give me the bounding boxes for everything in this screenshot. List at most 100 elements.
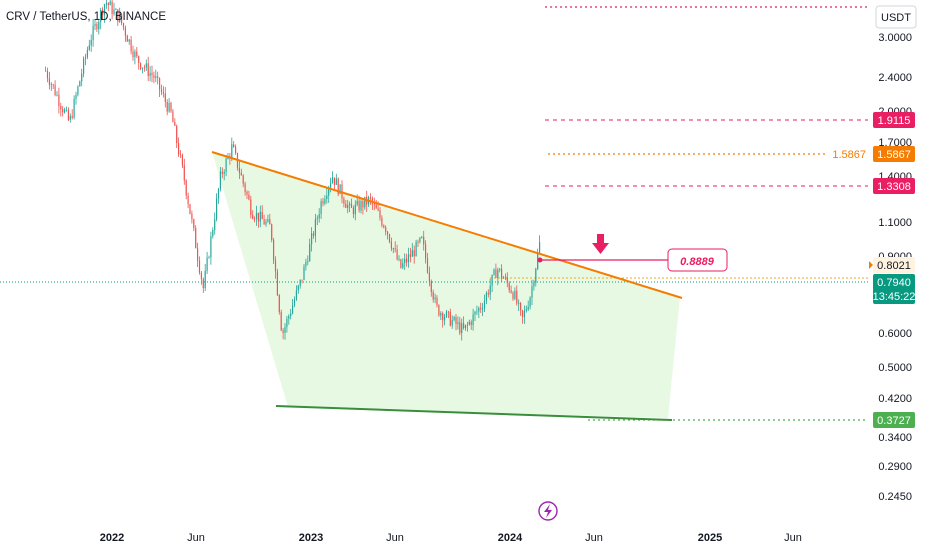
candle bbox=[60, 102, 62, 117]
time-tick-label: 2022 bbox=[100, 532, 124, 544]
candle bbox=[216, 193, 218, 222]
resistance-trendline[interactable] bbox=[211, 151, 683, 299]
candle bbox=[411, 243, 413, 257]
candle bbox=[506, 272, 508, 288]
candle bbox=[432, 289, 434, 303]
candle bbox=[179, 150, 182, 158]
candle bbox=[200, 271, 202, 285]
candle bbox=[124, 25, 126, 42]
candle bbox=[369, 193, 372, 205]
candle bbox=[100, 7, 102, 30]
candle bbox=[240, 168, 242, 176]
candle bbox=[299, 279, 301, 289]
candle bbox=[480, 302, 482, 313]
candlestick-series bbox=[45, 0, 541, 341]
candle bbox=[219, 167, 221, 192]
candle bbox=[434, 293, 436, 304]
candle bbox=[409, 247, 411, 263]
candle bbox=[482, 303, 484, 317]
price-tag-text: 0.3727 bbox=[877, 415, 911, 427]
target-label-box[interactable]: 0.8889 bbox=[667, 248, 728, 272]
candle bbox=[297, 284, 299, 294]
price-tick-label: 0.2900 bbox=[878, 461, 912, 473]
time-tick-label: Jun bbox=[386, 532, 404, 544]
candle bbox=[290, 309, 292, 320]
candle bbox=[67, 107, 69, 121]
candle bbox=[111, 0, 113, 20]
candle bbox=[331, 171, 334, 184]
support-trendline[interactable] bbox=[275, 405, 673, 421]
candle bbox=[155, 69, 157, 82]
candle bbox=[292, 299, 294, 315]
symbol-header: CRV / TetherUS, 1D, BINANCE bbox=[6, 11, 166, 23]
candle bbox=[168, 98, 170, 113]
candle bbox=[217, 187, 220, 204]
candle bbox=[212, 227, 214, 239]
candle bbox=[508, 281, 510, 293]
price-tick-label: 2.4000 bbox=[878, 72, 912, 84]
candle bbox=[322, 197, 324, 207]
candle bbox=[94, 19, 96, 31]
candle bbox=[333, 177, 335, 191]
candle bbox=[529, 296, 531, 310]
candle bbox=[483, 294, 486, 312]
candle bbox=[145, 59, 147, 71]
candle bbox=[314, 213, 316, 243]
candle bbox=[461, 318, 463, 341]
candle bbox=[69, 113, 71, 123]
candle bbox=[202, 277, 204, 293]
candle bbox=[261, 205, 263, 220]
candle bbox=[286, 316, 288, 333]
candle bbox=[250, 195, 252, 219]
candle bbox=[178, 137, 180, 157]
candle bbox=[523, 305, 525, 324]
price-axis[interactable]: USDT 3.00002.40002.00001.70001.40001.100… bbox=[868, 0, 932, 550]
candle bbox=[453, 315, 455, 322]
candle bbox=[379, 207, 381, 221]
candle bbox=[126, 34, 128, 42]
candle bbox=[105, 0, 107, 9]
candle bbox=[151, 65, 153, 83]
candle bbox=[373, 197, 375, 211]
candle bbox=[470, 319, 472, 330]
candle bbox=[254, 216, 256, 223]
candle bbox=[73, 95, 75, 120]
price-tag-current-price: 0.7940 bbox=[873, 274, 915, 290]
candle bbox=[383, 224, 385, 229]
candle bbox=[493, 268, 495, 276]
candle bbox=[491, 274, 493, 293]
candle bbox=[499, 268, 501, 273]
candle bbox=[360, 198, 362, 214]
candle bbox=[130, 36, 132, 55]
lightning-icon[interactable] bbox=[538, 501, 558, 521]
level-label-1-5867: 1.5867 bbox=[832, 149, 866, 161]
candle bbox=[143, 64, 145, 72]
time-tick-label: 2023 bbox=[299, 532, 323, 544]
candle bbox=[246, 190, 248, 199]
candle bbox=[280, 309, 282, 332]
candle bbox=[115, 8, 117, 11]
candle bbox=[62, 106, 64, 117]
candle bbox=[352, 205, 354, 219]
candle bbox=[525, 305, 527, 313]
candle bbox=[487, 289, 489, 298]
candle bbox=[316, 215, 318, 226]
candle bbox=[398, 255, 400, 262]
time-axis[interactable]: 2022 Jun 2023 Jun 2024 Jun 2025 Jun bbox=[100, 532, 802, 544]
currency-button[interactable]: USDT bbox=[875, 5, 917, 29]
candle bbox=[185, 179, 187, 200]
candle bbox=[233, 141, 235, 148]
candle bbox=[449, 308, 451, 327]
candle bbox=[83, 56, 85, 78]
candle bbox=[295, 285, 297, 301]
candle bbox=[79, 80, 81, 87]
candle bbox=[71, 109, 73, 120]
candle bbox=[335, 173, 337, 185]
candle bbox=[404, 253, 406, 270]
candle bbox=[103, 3, 106, 23]
candle bbox=[423, 230, 425, 251]
candle bbox=[122, 22, 125, 31]
time-tick-label: Jun bbox=[784, 532, 802, 544]
candle bbox=[221, 167, 223, 179]
